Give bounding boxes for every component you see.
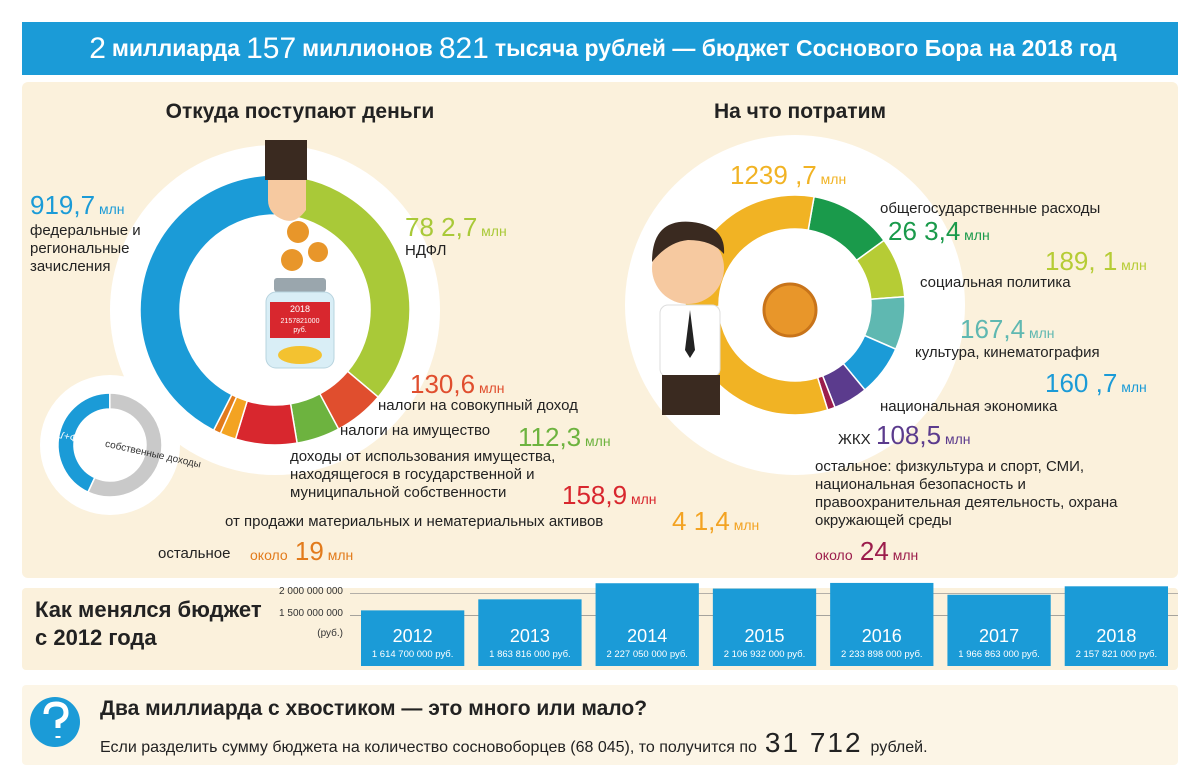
value-label: 112,3 млн	[518, 422, 611, 452]
bar-value-label: 1 614 700 000 руб.	[371, 649, 454, 660]
footer-question: Два миллиарда с хвостиком — это много ил…	[100, 697, 648, 720]
y-tick-label: 2 000 000 000	[279, 586, 343, 598]
value-label: 78 2,7 млн	[405, 212, 507, 242]
x-tick-label: 2014	[627, 626, 668, 646]
title: 2 миллиарда 157 миллионов 821 тысяча рублей —…	[22, 22, 1178, 75]
title-part: миллионов	[302, 35, 433, 61]
value-label: 4 1,4 млн	[672, 506, 760, 536]
hand	[268, 180, 306, 221]
bar	[830, 582, 934, 666]
x-tick-label: 2017	[979, 626, 1020, 646]
category-label: налоги на совокупный доход	[378, 397, 578, 414]
tie	[685, 310, 695, 358]
x-tick-label: 2013	[509, 626, 550, 646]
footer-text-after: рублей.	[870, 739, 928, 756]
value-label: 130,6 млн	[410, 369, 505, 399]
value-label: 167,4 млн	[960, 314, 1055, 344]
head	[652, 232, 724, 304]
bar	[1064, 586, 1168, 666]
category-label: национальная экономика	[880, 398, 1058, 415]
jar-coins	[278, 346, 322, 364]
value-label: около 24 млн	[815, 536, 919, 566]
title-part: тысяча рублей — бюджет Соснового Бора на…	[494, 35, 1117, 61]
value-label: около 19 млн	[250, 536, 354, 566]
category-label: остальное	[158, 545, 231, 562]
jar-label	[270, 302, 330, 338]
x-tick-label: 2015	[744, 626, 785, 646]
category-label: культура, кинематография	[915, 344, 1100, 361]
hair	[652, 221, 725, 262]
value-label: 160 ,7 млн	[1045, 368, 1147, 398]
bar-value-label: 2 227 050 000 руб.	[606, 649, 688, 660]
bar-value-label: 1 863 816 000 руб.	[489, 649, 571, 660]
footer-text: Если разделить сумму бюджета на количест…	[100, 727, 928, 759]
section-title: Откуда поступают деньги	[165, 100, 435, 123]
title-part: миллиарда	[111, 35, 241, 61]
value-label: 158,9 млн	[562, 480, 657, 510]
category-label: социальная политика	[920, 274, 1071, 291]
bar	[595, 583, 699, 666]
jar-lid	[274, 278, 326, 292]
value-label: 189, 1 млн	[1045, 246, 1147, 276]
category-label: федеральные и региональные зачисления	[30, 222, 141, 275]
category-label: остальное: физкультура и спорт, СМИ, нац…	[815, 458, 1118, 529]
value-label: 919,7 млн	[30, 190, 125, 220]
category-label: ЖКХ	[838, 431, 871, 448]
bar	[361, 610, 465, 666]
coin	[281, 249, 303, 271]
trousers	[662, 375, 720, 415]
donut-segment	[274, 174, 411, 399]
bar	[712, 588, 817, 666]
bar-chart-title: Как менялся бюджет с 2012 года	[35, 597, 262, 650]
bar	[947, 594, 1051, 666]
jar-text: руб.	[293, 326, 306, 334]
bar-value-label: 1 966 863 000 руб.	[958, 649, 1040, 660]
bar-value-label: 2 106 932 000 руб.	[723, 649, 806, 660]
coin	[762, 282, 818, 338]
x-tick-label: 2018	[1096, 626, 1137, 646]
jar-text: 2157821000	[281, 318, 320, 325]
sleeve	[265, 140, 307, 180]
title-part: 821	[438, 31, 489, 65]
y-tick-label: 1 500 000 000	[279, 608, 343, 620]
question-mark	[43, 701, 69, 738]
footer-amount: 31 712	[764, 727, 863, 758]
jar-text: 2018	[290, 304, 310, 314]
coin	[308, 242, 328, 262]
title-part: 2	[89, 31, 106, 65]
y-unit-label: (руб.)	[317, 628, 343, 639]
category-label: налоги на имущество	[340, 422, 491, 439]
panel	[22, 685, 1178, 765]
footer-text-before: Если разделить сумму бюджета на количест…	[100, 739, 757, 756]
x-tick-label: 2012	[392, 626, 433, 646]
bar-value-label: 2 157 821 000 руб.	[1075, 649, 1158, 660]
category-label: доходы от использования имущества, наход…	[290, 448, 556, 501]
section-title: На что потратим	[713, 100, 887, 123]
category-label: общегосударственные расходы	[880, 200, 1101, 217]
category-label: от продажи материальных и нематериальных…	[225, 513, 604, 530]
value-label: 108,5 млн	[876, 420, 971, 450]
value-label: 26 3,4 млн	[888, 216, 990, 246]
category-label: НДФЛ	[405, 242, 447, 259]
x-tick-label: 2016	[861, 626, 902, 646]
title-part: 157	[246, 31, 297, 65]
decoration: 2018 2157821000 руб.	[30, 140, 818, 747]
coin	[287, 221, 309, 243]
donut-segment	[87, 392, 163, 498]
value-label: 1239 ,7 млн	[730, 160, 847, 190]
bar-value-label: 2 233 898 000 руб.	[841, 649, 923, 660]
bar	[478, 599, 582, 666]
